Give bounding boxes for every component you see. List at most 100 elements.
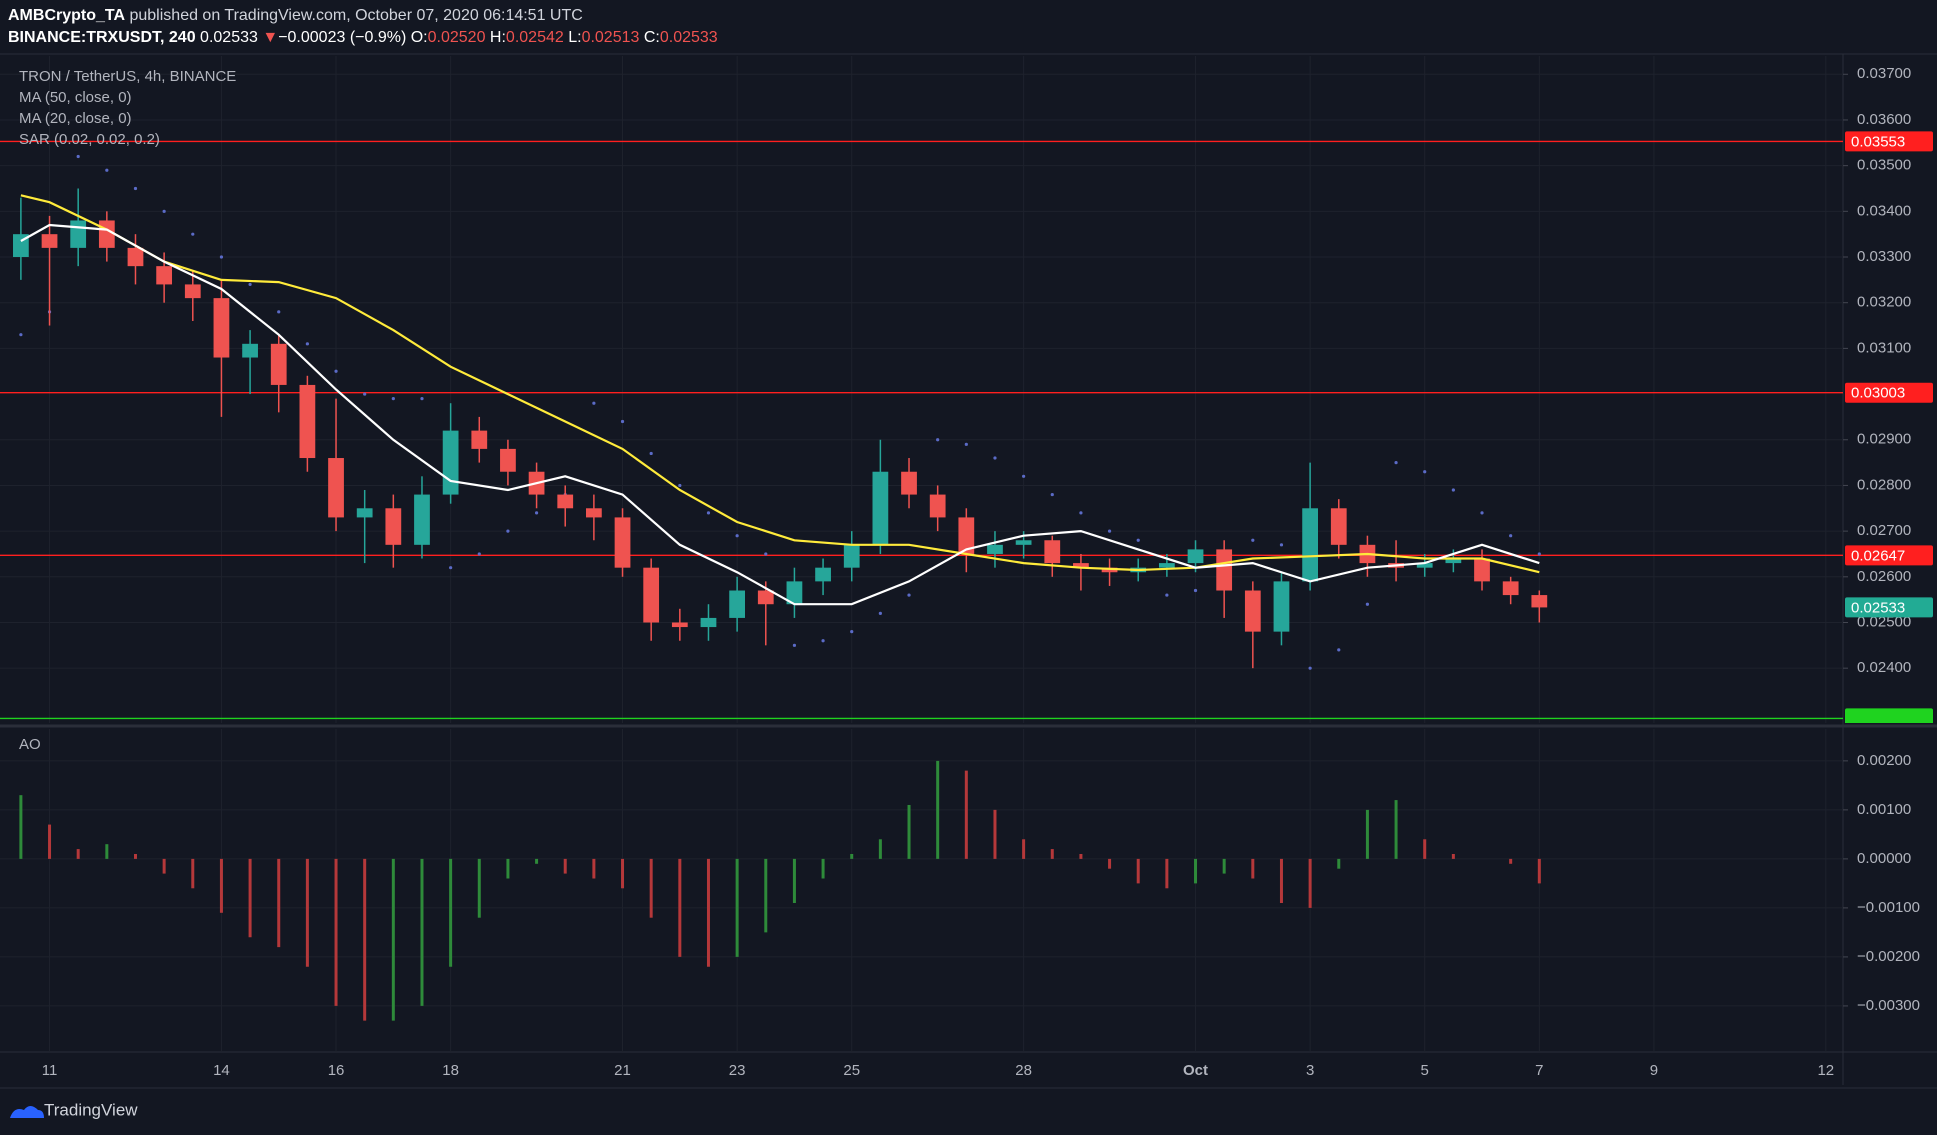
- candle-body: [958, 517, 975, 554]
- price-label-box: [1845, 545, 1933, 566]
- candle-body: [929, 494, 946, 518]
- sar-dot: [706, 511, 711, 515]
- y-tick-label: 0.03100: [1857, 339, 1911, 356]
- y-tick-label: 0.02400: [1857, 659, 1911, 676]
- sar-dot: [1193, 588, 1198, 593]
- candle-body: [1302, 508, 1318, 582]
- candle-body: [70, 220, 87, 248]
- candle-body: [213, 298, 230, 358]
- candle-body: [557, 494, 574, 509]
- sar-dot: [850, 630, 854, 634]
- sar-dot: [1480, 511, 1484, 515]
- candle-body: [242, 343, 258, 358]
- arrow: ▼: [262, 29, 278, 46]
- candle-body: [41, 234, 58, 248]
- y-tick-label: 0.02900: [1857, 431, 1911, 448]
- sar-dot: [1079, 511, 1083, 515]
- sar-dot: [1537, 552, 1541, 556]
- x-tick-label: 5: [1421, 1062, 1429, 1079]
- price-label: 0.03553: [1851, 133, 1905, 150]
- candle-body: [414, 494, 430, 545]
- sar-dot: [133, 186, 138, 191]
- candle-body: [757, 590, 774, 605]
- y-tick-label: 0.03400: [1857, 202, 1911, 219]
- legend-entry: MA (20, close, 0): [19, 110, 132, 127]
- sar-dot: [1423, 470, 1427, 474]
- sar-dot: [907, 593, 911, 597]
- candle-body: [1273, 581, 1290, 632]
- sar-dot: [334, 369, 338, 373]
- x-tick-label: 16: [328, 1062, 345, 1079]
- candle-body: [500, 448, 516, 472]
- candle-body: [729, 590, 746, 618]
- candle-body: [1187, 549, 1204, 564]
- y-tick-label: 0.00000: [1857, 850, 1911, 867]
- sar-dot: [477, 552, 481, 556]
- sar-dot: [936, 438, 940, 442]
- candle-body: [815, 567, 831, 582]
- sar-dot: [1509, 534, 1513, 538]
- candle-body: [1502, 581, 1519, 596]
- candle-body: [299, 384, 316, 459]
- sar-dot: [878, 611, 882, 615]
- sar-dot: [1451, 488, 1455, 492]
- sar-dot: [649, 451, 653, 456]
- legend-entry: TRON / TetherUS, 4h, BINANCE: [19, 68, 236, 85]
- published: published on TradingView.com, October 07…: [129, 7, 582, 24]
- candle-body: [156, 266, 173, 285]
- sar-dot: [620, 419, 625, 424]
- change: −0.00023 (−0.9%): [278, 29, 406, 46]
- candle-body: [901, 471, 917, 495]
- sar-dot: [764, 552, 768, 556]
- h-label: H:: [490, 29, 506, 46]
- sar-dot: [964, 442, 968, 446]
- candle-body: [328, 458, 344, 518]
- candle-body: [614, 517, 631, 568]
- indicator-title: AO: [19, 736, 41, 753]
- candle-body: [356, 508, 373, 518]
- o-label: O:: [411, 29, 428, 46]
- sar-dot: [1050, 492, 1054, 497]
- sar-dot: [248, 282, 252, 287]
- candle-body: [843, 544, 860, 568]
- price-label-box: [1845, 131, 1933, 152]
- sar-dot: [735, 534, 739, 538]
- sar-dot: [219, 255, 224, 259]
- y-tick-label: 0.03300: [1857, 248, 1911, 265]
- header-line2: BINANCE:TRXUSDT, 240 0.02533 ▼−0.00023 (…: [8, 29, 718, 46]
- brand: TradingView: [44, 1100, 138, 1119]
- x-tick-label: 18: [442, 1062, 459, 1079]
- logo: [10, 1106, 44, 1118]
- sar-dot: [1165, 593, 1169, 597]
- x-tick-label: 21: [614, 1062, 631, 1079]
- candle-body: [184, 284, 201, 299]
- sar-dot: [993, 456, 997, 460]
- candle-body: [442, 430, 459, 495]
- l-value: 0.02513: [582, 29, 640, 46]
- sar-dot: [1308, 666, 1312, 670]
- x-tick-label: 3: [1306, 1062, 1314, 1079]
- sar-dot: [1022, 474, 1026, 478]
- x-tick-label: 23: [729, 1062, 746, 1079]
- author: AMBCrypto_TA: [8, 7, 125, 24]
- c-label: C:: [644, 29, 660, 46]
- sar-dot: [592, 401, 596, 405]
- ma-line: [20, 194, 1540, 574]
- sar-dot: [821, 639, 825, 643]
- sar-dot: [363, 392, 367, 396]
- candle-body: [1044, 540, 1061, 564]
- pane: [0, 729, 1843, 1052]
- price-label: 0.02647: [1851, 547, 1905, 564]
- sar-dot: [76, 154, 80, 159]
- x-tick-label: Oct: [1183, 1062, 1208, 1079]
- x-tick-label: 12: [1817, 1062, 1834, 1079]
- sar-dot: [1394, 460, 1398, 465]
- candle-body: [1158, 563, 1175, 568]
- candle-body: [270, 343, 287, 385]
- candle-body: [643, 567, 660, 623]
- y-tick-label: −0.00300: [1857, 997, 1920, 1014]
- legend-entry: MA (50, close, 0): [19, 89, 132, 106]
- sar-dot: [105, 168, 109, 172]
- h-value: 0.02542: [506, 29, 564, 46]
- sar-dot: [391, 397, 395, 401]
